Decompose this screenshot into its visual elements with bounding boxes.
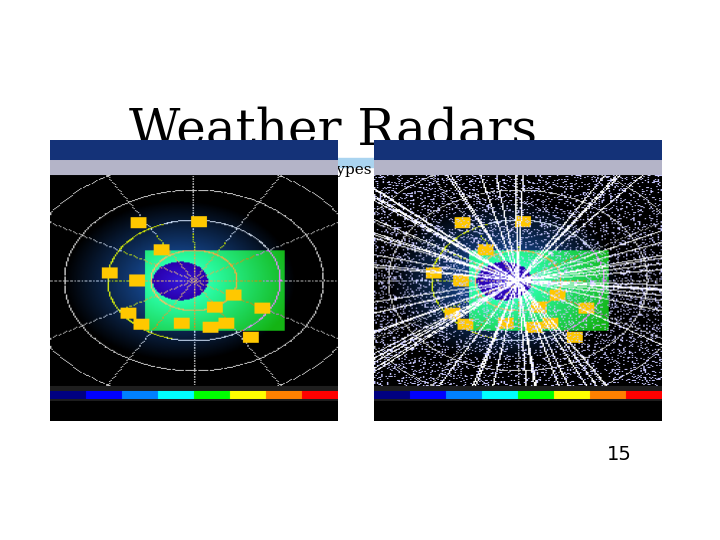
Text: Impact of  Interference – Types of Interference (Pulsed): Impact of Interference – Types of Interf… xyxy=(129,163,561,177)
Text: 15: 15 xyxy=(606,445,631,464)
Text: Weather Radars: Weather Radars xyxy=(129,106,537,156)
Text: Operations: Operations xyxy=(129,148,240,166)
Bar xyxy=(129,158,431,167)
Text: Interference free: Interference free xyxy=(186,404,295,417)
Text: Interference corrupted: Interference corrupted xyxy=(419,404,564,417)
